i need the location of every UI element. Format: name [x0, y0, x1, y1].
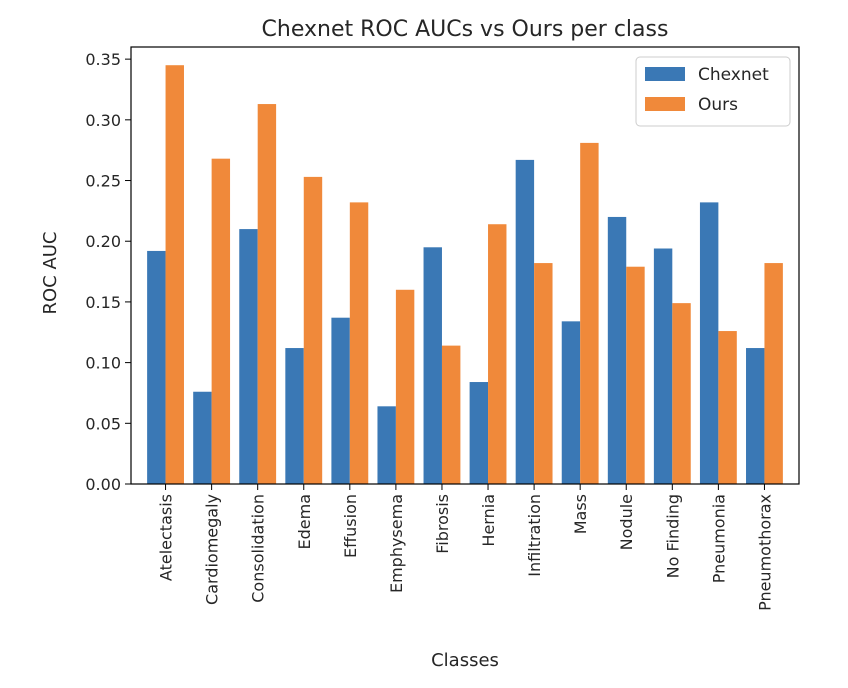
bar-chexnet-mass	[561, 321, 581, 484]
bar-chexnet-edema	[285, 348, 304, 484]
x-tick-label: Fibrosis	[433, 494, 452, 554]
y-axis-ticks: 0.00 0.05 0.10 0.15 0.20 0.25 0.30 0.35	[85, 50, 131, 494]
x-tick-label: Atelectasis	[157, 494, 176, 581]
x-tick-label: Mass	[571, 494, 590, 534]
x-tick-label: Consolidation	[249, 494, 268, 603]
y-tick-label: 0.30	[85, 111, 121, 130]
y-tick-label: 0.20	[85, 232, 121, 251]
bar-ours-hernia	[488, 224, 507, 484]
bar-chexnet-atelectasis	[147, 250, 166, 484]
x-tick-label: Effusion	[341, 494, 360, 558]
bar-ours-effusion	[349, 202, 369, 484]
x-tick-label: Emphysema	[387, 494, 406, 593]
plot-frame	[130, 46, 800, 485]
legend: Chexnet Ours	[635, 56, 791, 127]
bar-chexnet-emphysema	[377, 406, 396, 484]
bar-chexnet-consolidation	[239, 229, 258, 484]
bar-ours-infiltration	[534, 263, 553, 484]
bar-ours-consolidation	[257, 104, 277, 484]
y-tick-label: 0.25	[85, 172, 121, 191]
y-tick-label: 0.00	[85, 475, 121, 494]
bar-ours-no-finding	[672, 303, 691, 484]
x-tick-label: Infiltration	[525, 494, 544, 577]
y-tick-label: 0.35	[85, 50, 121, 69]
bar-ours-nodule	[626, 266, 645, 484]
bar-ours-mass	[580, 142, 599, 484]
bar-chexnet-infiltration	[515, 159, 535, 484]
x-tick-label: Nodule	[617, 494, 636, 550]
bar-ours-pneumonia	[718, 331, 737, 484]
bar-ours-emphysema	[395, 289, 415, 484]
x-tick-label: Cardiomegaly	[203, 494, 222, 605]
bar-ours-atelectasis	[165, 65, 184, 484]
bar-chexnet-pneumothorax	[746, 348, 765, 484]
x-axis-label: Classes	[431, 650, 499, 671]
bar-chexnet-nodule	[607, 216, 627, 484]
bar-ours-pneumothorax	[764, 263, 783, 484]
bar-ours-cardiomegaly	[211, 158, 231, 484]
x-tick-label: Pneumothorax	[755, 494, 774, 611]
x-tick-label: Edema	[295, 494, 314, 550]
x-tick-label: No Finding	[663, 494, 682, 578]
legend-label: Ours	[698, 95, 738, 115]
y-tick-label: 0.15	[85, 293, 121, 312]
legend-label: Chexnet	[698, 65, 769, 85]
chart-title: Chexnet ROC AUCs vs Ours per class	[262, 17, 669, 42]
y-tick-label: 0.10	[85, 354, 121, 373]
bar-chexnet-hernia	[469, 382, 489, 484]
x-axis-ticks: Atelectasis Cardiomegaly Consolidation Edem…	[157, 484, 774, 611]
y-tick-label: 0.05	[85, 414, 121, 433]
bar-chexnet-fibrosis	[423, 247, 442, 484]
bar-ours-edema	[303, 176, 323, 484]
x-tick-label: Pneumonia	[709, 494, 728, 583]
bars-group	[147, 65, 783, 484]
legend-swatch	[645, 97, 685, 111]
y-axis-label: ROC AUC	[40, 231, 61, 314]
bar-ours-fibrosis	[441, 345, 461, 484]
bar-chexnet-no-finding	[653, 248, 673, 484]
bar-chexnet-pneumonia	[699, 202, 719, 484]
bar-chexnet-effusion	[331, 317, 350, 484]
bar-chexnet-cardiomegaly	[193, 391, 212, 484]
x-tick-label: Hernia	[479, 494, 498, 547]
legend-swatch	[645, 67, 685, 81]
